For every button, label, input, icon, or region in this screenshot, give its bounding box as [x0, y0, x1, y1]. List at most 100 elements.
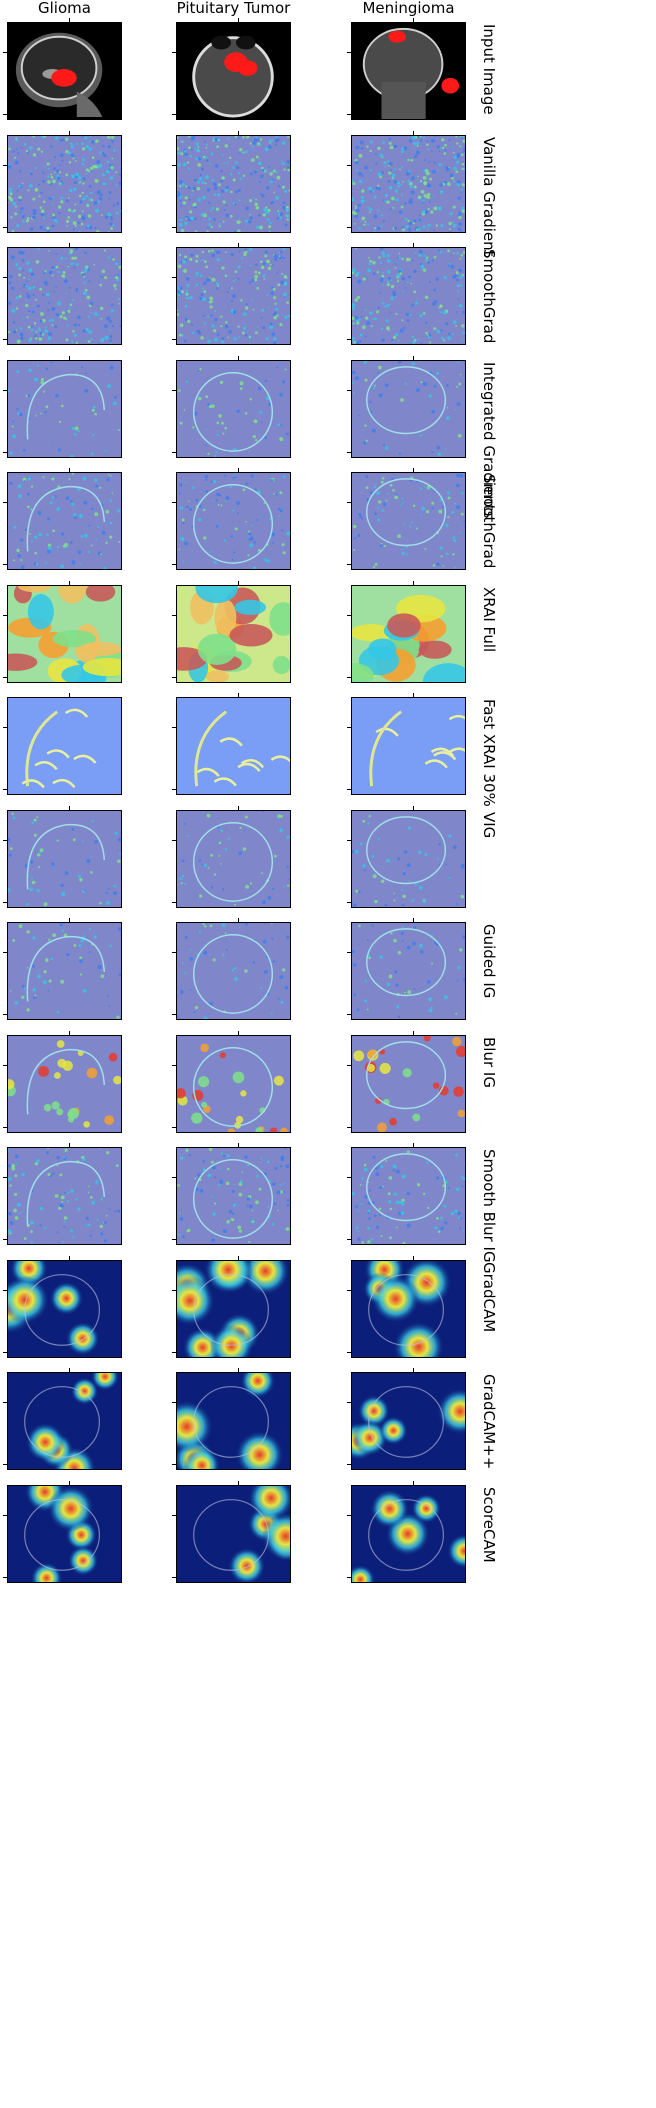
axis-tick — [69, 1030, 70, 1035]
axis-tick — [347, 389, 351, 391]
panel-integrated-gradients-glioma — [7, 359, 122, 458]
axis-tick — [172, 1351, 176, 1353]
axis-tick — [3, 901, 7, 903]
panel-gradcam-pituitary-tumor — [176, 1259, 291, 1358]
axis-tick — [238, 243, 239, 247]
axis-tick — [172, 1289, 176, 1291]
axis-tick — [347, 52, 351, 53]
panel-vig-meningioma — [351, 809, 466, 908]
axis-tick — [172, 164, 176, 166]
axis-tick — [3, 952, 7, 953]
axis-tick — [413, 1480, 414, 1485]
saliency-map-image — [177, 1148, 290, 1244]
axis-tick — [413, 18, 414, 22]
axis-tick — [3, 1402, 7, 1403]
row-label-gradcam: GradCAM — [480, 1261, 498, 1332]
axis-tick — [172, 226, 176, 228]
saliency-map-image — [8, 698, 121, 794]
panel-gradcam-meningioma — [351, 1259, 466, 1358]
axis-tick — [238, 355, 239, 360]
axis-tick — [238, 18, 239, 22]
axis-tick — [413, 918, 414, 922]
axis-tick — [413, 805, 414, 810]
axis-tick — [238, 1255, 239, 1260]
axis-tick — [172, 952, 176, 953]
axis-tick — [3, 226, 7, 228]
saliency-map-image — [8, 585, 121, 682]
axis-tick — [3, 1014, 7, 1015]
axis-tick — [172, 1126, 176, 1128]
saliency-map-image — [177, 923, 290, 1019]
axis-tick — [3, 1064, 7, 1066]
panel-input-image-meningioma — [351, 22, 466, 120]
saliency-map-image — [177, 1485, 290, 1582]
panel-fast-xrai-30-pituitary-tumor — [176, 697, 291, 795]
axis-tick — [3, 1289, 7, 1291]
axis-tick — [3, 1514, 7, 1516]
saliency-map-image — [177, 360, 290, 457]
axis-tick — [347, 1126, 351, 1128]
axis-tick — [69, 130, 70, 135]
axis-tick — [347, 1514, 351, 1516]
axis-tick — [347, 1576, 351, 1578]
axis-tick — [172, 564, 176, 565]
panel-gradcam-glioma — [7, 1259, 122, 1358]
axis-tick — [3, 1351, 7, 1353]
saliency-map-image — [177, 248, 290, 344]
column-title-pituitary-tumor: Pituitary Tumor — [176, 0, 291, 17]
axis-tick — [172, 114, 176, 115]
axis-tick — [347, 839, 351, 841]
saliency-map-image — [352, 23, 465, 119]
axis-tick — [347, 901, 351, 903]
row-label-smoothgrad: SmoothGrad — [480, 474, 498, 569]
panel-smoothgrad-meningioma — [351, 247, 466, 345]
axis-tick — [3, 1239, 7, 1240]
panel-xrai-full-meningioma — [351, 584, 466, 683]
axis-tick — [3, 1576, 7, 1578]
axis-tick — [172, 1576, 176, 1578]
saliency-map-image — [352, 810, 465, 907]
saliency-map-image — [352, 248, 465, 344]
axis-tick — [238, 1143, 239, 1147]
panel-blur-ig-pituitary-tumor — [176, 1034, 291, 1133]
saliency-map-image — [8, 1373, 121, 1469]
saliency-map-image — [8, 360, 121, 457]
row-label-vanilla-gradient: Vanilla Gradient — [480, 136, 498, 257]
saliency-map-image — [8, 1148, 121, 1244]
axis-tick — [347, 614, 351, 616]
panel-gradcam-glioma — [7, 1372, 122, 1470]
axis-tick — [413, 1368, 414, 1372]
axis-tick — [172, 277, 176, 278]
row-label-smooth-blur-ig: Smooth Blur IG — [480, 1149, 498, 1263]
panel-fast-xrai-30-glioma — [7, 697, 122, 795]
panel-scorecam-pituitary-tumor — [176, 1484, 291, 1583]
axis-tick — [172, 901, 176, 903]
axis-tick — [238, 1030, 239, 1035]
panel-vig-glioma — [7, 809, 122, 908]
axis-tick — [238, 693, 239, 697]
axis-tick — [347, 1289, 351, 1291]
saliency-map-image — [8, 473, 121, 569]
row-label-guided-ig: Guided IG — [480, 924, 498, 999]
axis-tick — [238, 1480, 239, 1485]
saliency-map-image — [177, 585, 290, 682]
axis-tick — [3, 502, 7, 503]
panel-smoothgrad-meningioma — [351, 472, 466, 570]
axis-tick — [69, 468, 70, 472]
axis-tick — [347, 277, 351, 278]
axis-tick — [172, 1064, 176, 1066]
panel-smoothgrad-glioma — [7, 247, 122, 345]
axis-tick — [3, 1126, 7, 1128]
axis-tick — [172, 1239, 176, 1240]
panel-smoothgrad-glioma — [7, 472, 122, 570]
axis-tick — [69, 18, 70, 22]
saliency-map-image — [352, 585, 465, 682]
panel-guided-ig-meningioma — [351, 922, 466, 1020]
panel-integrated-gradients-pituitary-tumor — [176, 359, 291, 458]
axis-tick — [3, 614, 7, 616]
axis-tick — [3, 1464, 7, 1465]
axis-tick — [347, 564, 351, 565]
row-label-input-image: Input Image — [480, 24, 498, 115]
saliency-map-image — [8, 1485, 121, 1582]
saliency-map-image — [352, 1485, 465, 1582]
